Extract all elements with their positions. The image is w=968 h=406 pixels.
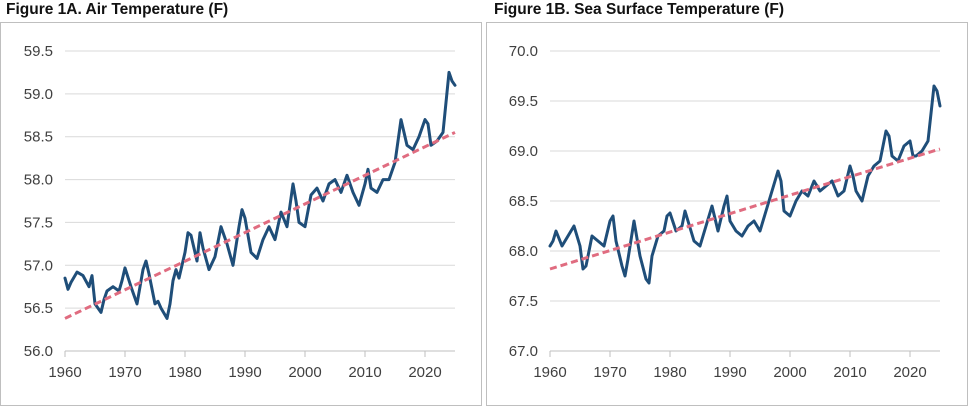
- sea-temp-x-tick-label: 2020: [893, 364, 926, 381]
- air-temp-y-tick-label: 58.0: [24, 172, 53, 189]
- sea-temp-y-tick-label: 68.5: [509, 193, 538, 210]
- sea-temp-y-tick-label: 69.5: [509, 93, 538, 110]
- chart-panel-air-temperature: 56.0 56.5 57.0 57.5 58.0 58.5 59.0 59.5 1960 1970…: [0, 22, 482, 406]
- sea-temp-x-tick-label: 1960: [533, 364, 566, 381]
- chart-panel-sea-surface-temperature: 67.0 67.5 68.0 68.5 69.0 69.5 70.0 1960 1970 1980…: [486, 22, 968, 406]
- chart-title-air-temperature: Figure 1A. Air Temperature (F): [6, 1, 229, 18]
- air-temp-x-tick-label: 1960: [48, 364, 81, 381]
- air-temp-y-tick-label: 56.5: [24, 300, 53, 317]
- air-temperature-chart: 56.0 56.5 57.0 57.5 58.0 58.5 59.0 59.5 1960 1970…: [24, 43, 457, 381]
- air-temp-y-tick-label: 56.0: [24, 343, 53, 360]
- air-temp-x-tick-label: 1980: [168, 364, 201, 381]
- sea-temp-y-tick-label: 69.0: [509, 143, 538, 160]
- sea-temp-y-tick-label: 67.0: [509, 343, 538, 360]
- sea-temp-trend-line: [549, 147, 941, 271]
- sea-temp-x-tick-label: 1970: [593, 364, 626, 381]
- sea-temp-x-tick-label: 1990: [713, 364, 746, 381]
- air-temp-x-tick-label: 1970: [108, 364, 141, 381]
- sea-temp-y-tick-label: 70.0: [509, 43, 538, 60]
- sea-temp-series-line: [548, 84, 942, 285]
- sea-temp-y-tick-label: 67.5: [509, 293, 538, 310]
- air-temp-y-tick-label: 57.0: [24, 257, 53, 274]
- air-temp-y-tick-label: 58.5: [24, 129, 53, 146]
- chart-title-sea-surface-temperature: Figure 1B. Sea Surface Temperature (F): [494, 1, 784, 18]
- air-temp-y-tick-label: 57.5: [24, 214, 53, 231]
- air-temp-x-tick-label: 2010: [348, 364, 381, 381]
- sea-temp-x-tick-label: 2010: [833, 364, 866, 381]
- air-temp-x-tick-label: 2020: [408, 364, 441, 381]
- sea-temp-x-tick-label: 1980: [653, 364, 686, 381]
- sea-surface-temperature-chart: 67.0 67.5 68.0 68.5 69.0 69.5 70.0 1960 1970 1980…: [509, 43, 942, 381]
- air-temp-trend-line: [64, 131, 456, 320]
- air-temp-y-tick-label: 59.5: [24, 43, 53, 60]
- air-temp-series-line: [63, 70, 457, 320]
- air-temp-x-tick-label: 2000: [288, 364, 321, 381]
- sea-temp-x-tick-label: 2000: [773, 364, 806, 381]
- sea-temp-y-tick-label: 68.0: [509, 243, 538, 260]
- air-temp-x-tick-label: 1990: [228, 364, 261, 381]
- air-temp-y-tick-label: 59.0: [24, 86, 53, 103]
